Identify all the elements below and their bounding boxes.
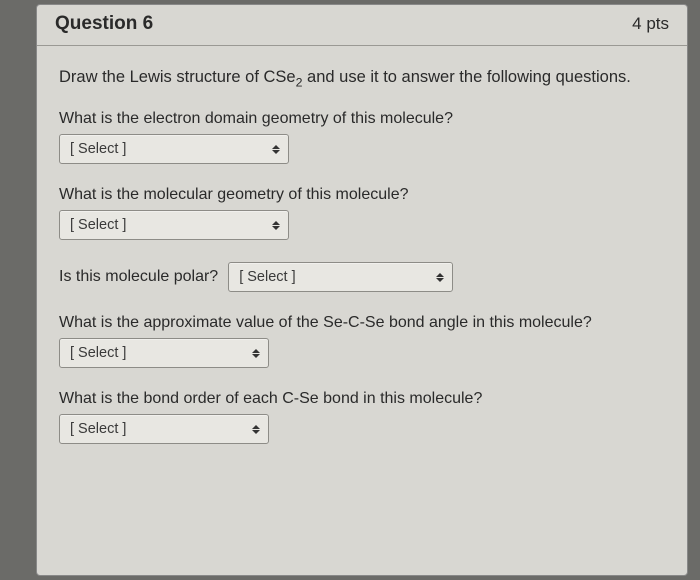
question-body: Draw the Lewis structure of CSe2 and use… (37, 46, 687, 444)
subquestion-5-text: What is the bond order of each C-Se bond… (59, 390, 665, 408)
select-molecular-geometry[interactable]: [ Select ] (59, 210, 289, 240)
question-card: Question 6 4 pts Draw the Lewis structur… (36, 4, 688, 576)
subquestion-4: What is the approximate value of the Se-… (59, 314, 665, 368)
select-polar[interactable]: [ Select ] (228, 262, 453, 292)
subquestion-3: Is this molecule polar? [ Select ] (59, 262, 665, 292)
question-title: Question 6 (55, 13, 153, 35)
subquestion-5: What is the bond order of each C-Se bond… (59, 390, 665, 444)
updown-icon (436, 273, 444, 282)
subquestion-2: What is the molecular geometry of this m… (59, 186, 665, 240)
select-electron-domain-geometry[interactable]: [ Select ] (59, 134, 289, 164)
question-header: Question 6 4 pts (37, 5, 687, 46)
select-value: [ Select ] (70, 141, 126, 157)
select-value: [ Select ] (70, 217, 126, 233)
updown-icon (272, 221, 280, 230)
updown-icon (272, 145, 280, 154)
question-intro: Draw the Lewis structure of CSe2 and use… (59, 66, 665, 92)
select-bond-order[interactable]: [ Select ] (59, 414, 269, 444)
subquestion-1-text: What is the electron domain geometry of … (59, 110, 665, 128)
subquestion-1: What is the electron domain geometry of … (59, 110, 665, 164)
subquestion-4-text: What is the approximate value of the Se-… (59, 314, 665, 332)
subquestion-3-text: Is this molecule polar? (59, 268, 218, 286)
subquestion-2-text: What is the molecular geometry of this m… (59, 186, 665, 204)
updown-icon (252, 349, 260, 358)
question-points: 4 pts (632, 14, 669, 34)
updown-icon (252, 425, 260, 434)
select-value: [ Select ] (70, 421, 126, 437)
select-bond-angle[interactable]: [ Select ] (59, 338, 269, 368)
select-value: [ Select ] (70, 345, 126, 361)
select-value: [ Select ] (239, 269, 295, 285)
